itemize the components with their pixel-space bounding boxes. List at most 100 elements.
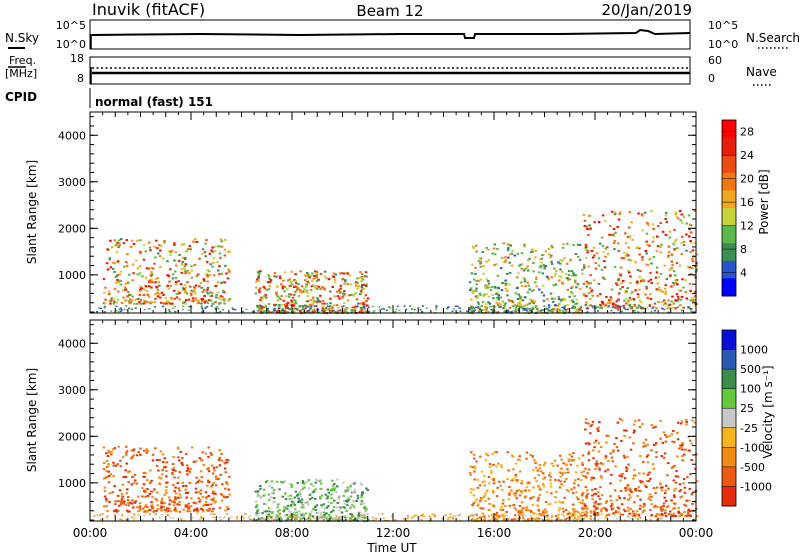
echo-pixel [351, 519, 355, 522]
echo-pixel [186, 473, 189, 476]
echo-pixel [348, 294, 351, 297]
echo-pixel [595, 252, 599, 255]
echo-pixel [566, 517, 569, 520]
freq-panel: Freq. [MHz] 18 8 60 0 Nave [5, 52, 777, 86]
echo-pixel [362, 303, 365, 306]
echo-pixel [336, 295, 340, 298]
echo-pixel [693, 298, 696, 301]
echo-pixel [163, 493, 166, 496]
echo-pixel [313, 310, 317, 313]
echo-pixel [178, 471, 181, 474]
echo-pixel [469, 287, 473, 290]
echo-pixel [517, 309, 520, 311]
echo-pixel [163, 241, 166, 244]
echo-pixel [435, 308, 438, 310]
echo-pixel [197, 491, 200, 494]
echo-pixel [506, 294, 509, 297]
echo-pixel [493, 263, 496, 266]
echo-pixel [218, 252, 222, 255]
echo-pixel [289, 483, 292, 486]
echo-pixel [558, 279, 561, 282]
echo-pixel [119, 270, 123, 273]
echo-pixel [228, 493, 231, 496]
echo-pixel [521, 263, 524, 266]
echo-pixel [492, 297, 495, 300]
echo-pixel [342, 500, 346, 503]
echo-pixel [539, 310, 542, 313]
echo-pixel [537, 474, 540, 477]
echo-pixel [267, 288, 271, 291]
echo-pixel [126, 253, 129, 256]
echo-pixel [154, 498, 158, 501]
echo-pixel [268, 484, 271, 487]
echo-pixel [332, 275, 335, 278]
echo-pixel [113, 510, 116, 513]
echo-pixel [195, 476, 198, 479]
echo-pixel [661, 508, 665, 511]
echo-pixel [156, 277, 160, 279]
echo-pixel [257, 280, 260, 283]
echo-pixel [346, 299, 350, 302]
echo-pixel [580, 493, 584, 496]
echo-pixel [109, 473, 113, 476]
echo-pixel [289, 503, 293, 506]
echo-pixel [198, 285, 201, 288]
echo-pixel [695, 268, 698, 271]
echo-pixel [315, 478, 318, 481]
echo-pixel [224, 471, 228, 474]
echo-pixel [448, 517, 451, 519]
echo-pixel [173, 501, 176, 504]
echo-pixel [688, 487, 692, 490]
echo-pixel [672, 243, 675, 246]
echo-pixel [506, 310, 509, 313]
echo-pixel [599, 306, 602, 309]
echo-pixel [308, 306, 311, 308]
echo-pixel [314, 286, 317, 289]
echo-pixel [325, 516, 328, 518]
colorbar-tick-label: 12 [740, 220, 754, 233]
echo-pixel [503, 305, 506, 308]
echo-pixel [503, 516, 506, 519]
echo-pixel [481, 301, 485, 304]
echo-pixel [613, 212, 617, 215]
echo-pixel [251, 310, 254, 313]
echo-pixel [138, 502, 142, 505]
echo-pixel [597, 430, 600, 432]
echo-pixel [597, 264, 601, 267]
echo-pixel [487, 248, 490, 251]
echo-pixel [628, 226, 631, 229]
echo-pixel [256, 271, 260, 274]
echo-pixel [113, 239, 117, 242]
echo-pixel [617, 278, 620, 281]
echo-pixel [119, 283, 122, 286]
echo-pixel [501, 257, 505, 259]
echo-pixel [329, 516, 333, 519]
echo-pixel [532, 511, 535, 514]
echo-pixel [283, 492, 287, 495]
echo-pixel [516, 287, 519, 289]
echo-pixel [225, 458, 228, 461]
echo-pixel [98, 307, 101, 309]
echo-pixel [355, 500, 359, 503]
echo-pixel [564, 518, 567, 521]
echo-pixel [594, 513, 598, 516]
echo-pixel [186, 281, 189, 284]
echo-pixel [307, 517, 310, 519]
colorbar-swatch [722, 243, 736, 262]
echo-pixel [200, 286, 203, 289]
echo-pixel [360, 492, 364, 495]
nsearch-tick-bottom: 10^0 [708, 38, 738, 51]
echo-pixel [116, 298, 120, 301]
echo-pixel [629, 259, 633, 262]
echo-pixel [614, 465, 617, 468]
colorbar-tick-label: -25 [740, 422, 758, 435]
echo-pixel [667, 299, 670, 302]
echo-pixel [591, 256, 595, 259]
echo-pixel [511, 311, 514, 313]
echo-pixel [639, 498, 642, 501]
echo-pixel [660, 489, 664, 492]
echo-pixel [643, 504, 646, 507]
echo-pixel [405, 519, 408, 521]
echo-pixel [177, 496, 180, 499]
echo-pixel [695, 261, 698, 264]
